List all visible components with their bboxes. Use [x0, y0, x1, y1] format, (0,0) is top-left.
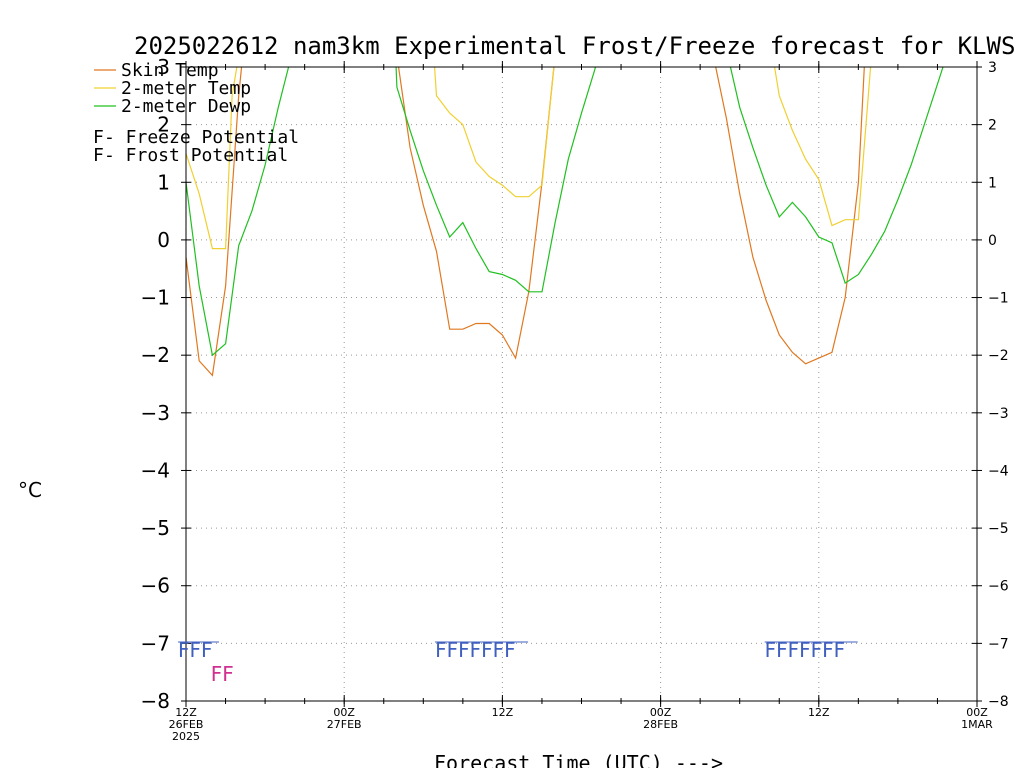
x-tick-label: 00Z: [333, 706, 355, 719]
y-tick-label: 2: [157, 113, 170, 137]
y-tick-label-right: −4: [988, 463, 1009, 479]
y-tick-label: −2: [141, 343, 170, 367]
y-tick-label-right: −8: [988, 694, 1009, 710]
y-tick-label: −7: [141, 631, 170, 655]
series-line-2-meter-temp: [186, 67, 872, 250]
freeze-flag: FF: [211, 662, 234, 686]
series-line-2-meter-dewp: [186, 67, 944, 357]
chart-title: 2025022612 nam3km Experimental Frost/Fre…: [134, 32, 1015, 60]
flag-legend-label: - Freeze Potential: [104, 127, 299, 148]
legend-label: Skin Temp: [121, 60, 219, 81]
y-tick-label-right: −2: [988, 348, 1009, 364]
grid: [186, 67, 977, 701]
y-tick-label-right: −5: [988, 521, 1009, 537]
y-tick-label: 0: [157, 228, 170, 252]
y-tick-label-right: −6: [988, 579, 1009, 595]
y-tick-label: −3: [141, 401, 170, 425]
y-tick-label: −6: [141, 574, 170, 598]
y-tick-label-right: 3: [988, 60, 997, 76]
x-tick-label: 12Z: [492, 706, 514, 719]
axes: −8 −8 −7 −7 −6 −6 −5 −5 −4 −4 −3 −3 −2 −2 −1 −1 0 0 1 1 2 2 3 3…: [141, 55, 1009, 743]
y-tick-label-right: 2: [988, 118, 997, 134]
y-tick-label: −8: [141, 689, 170, 713]
x-tick-label: 27FEB: [327, 718, 362, 731]
y-tick-label: 1: [157, 170, 170, 194]
x-tick-label: 1MAR: [961, 718, 993, 731]
y-tick-label: −5: [141, 516, 170, 540]
y-tick-label-right: −1: [988, 291, 1009, 307]
y-tick-label: −1: [141, 286, 170, 310]
x-tick-label: 12Z: [175, 706, 197, 719]
y-tick-label-right: −3: [988, 406, 1009, 422]
x-tick-label: 00Z: [966, 706, 988, 719]
x-axis-title: Forecast Time (UTC) --->: [434, 751, 723, 768]
y-tick-label-right: −7: [988, 636, 1009, 652]
flag-legend-label: - Frost Potential: [104, 145, 288, 166]
x-tick-label: 28FEB: [643, 718, 678, 731]
flag-legend-letter: F: [93, 127, 104, 148]
y-tick-label: 3: [157, 55, 170, 79]
series-layer: [186, 67, 944, 377]
y-tick-label-right: 1: [988, 175, 997, 191]
x-tick-label: 26FEB: [169, 718, 204, 731]
x-tick-label: 12Z: [808, 706, 830, 719]
y-axis-title: °C: [18, 478, 42, 502]
flag-legend-letter: F: [93, 145, 104, 166]
legend-label: 2-meter Temp: [121, 78, 251, 99]
x-tick-label: 00Z: [650, 706, 672, 719]
series-line-skin-temp: [186, 67, 865, 377]
y-tick-label: −4: [141, 458, 170, 482]
y-tick-label-right: 0: [988, 233, 997, 249]
x-tick-label: 2025: [172, 730, 200, 743]
legend-label: 2-meter Dewp: [121, 96, 251, 117]
